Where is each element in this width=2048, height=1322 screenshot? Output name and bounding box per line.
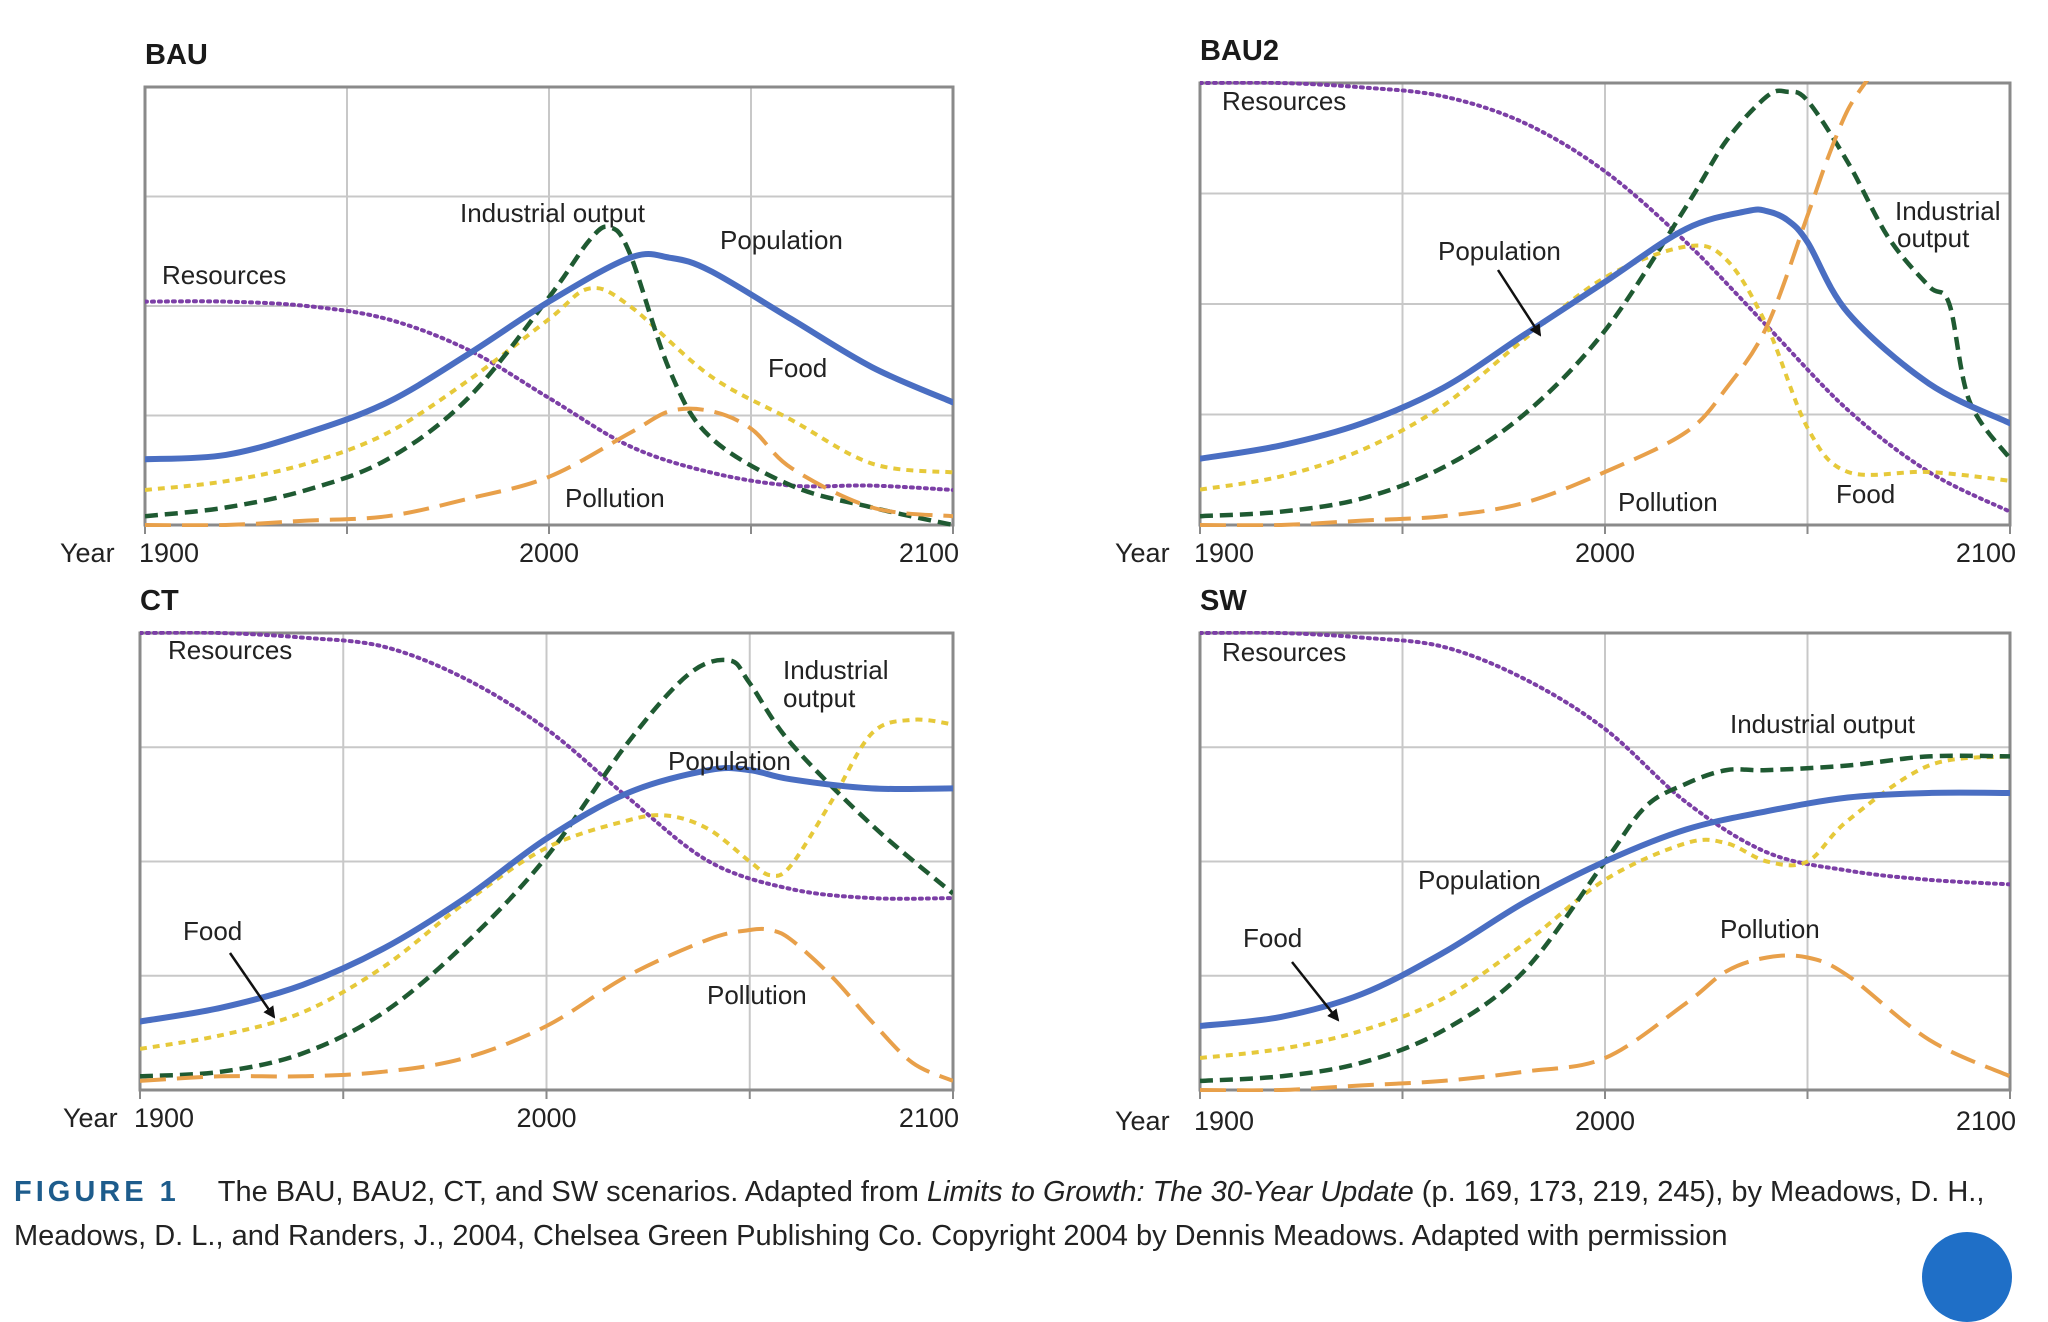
series-label-food: Food bbox=[768, 353, 827, 383]
series-line-pollution bbox=[1200, 953, 2010, 1092]
series-label-industrial: Industrial bbox=[783, 655, 889, 685]
panel-bau2: BAU2 Year 1900 2000 2100 Resources Industrialo… bbox=[1115, 35, 2016, 568]
panel-sw: SW Year 1900 2000 2100 Resources Industrial ou… bbox=[1115, 585, 2016, 1136]
series-label-resources: Resources bbox=[168, 635, 292, 665]
x-tick-label: 1900 bbox=[1194, 1106, 1254, 1136]
series-label-resources: Resources bbox=[1222, 86, 1346, 116]
caption-text-after: (p. 169, 173, 219, 245), by Meadows, D. … bbox=[14, 1176, 1985, 1252]
series-line-resources bbox=[1200, 631, 2010, 887]
series-label-food: Food bbox=[1243, 923, 1302, 953]
series-line-population bbox=[1200, 206, 2010, 462]
series-label-industrial: Industrial output bbox=[1730, 709, 1916, 739]
series-label-industrial: Industrial bbox=[1895, 196, 2001, 226]
x-tick-label: 1900 bbox=[134, 1103, 194, 1133]
series-line-resources bbox=[145, 299, 953, 492]
series-line-pollution bbox=[145, 406, 953, 527]
series-label-resources: Resources bbox=[1222, 637, 1346, 667]
series-line-industrial bbox=[1200, 88, 2010, 519]
series-line-food bbox=[1200, 243, 2010, 492]
x-tick-label: 2100 bbox=[899, 1103, 959, 1133]
series-label-resources: Resources bbox=[162, 260, 286, 290]
panel-title: BAU2 bbox=[1200, 35, 1279, 67]
series-line-food bbox=[1200, 754, 2010, 1060]
pointer-arrow-icon bbox=[1496, 269, 1542, 337]
series-line-food bbox=[145, 286, 953, 492]
series-line-pollution bbox=[1200, 81, 1870, 527]
series-line-industrial bbox=[140, 657, 953, 1079]
series-label-population: Population bbox=[1418, 865, 1541, 895]
series-line-industrial bbox=[145, 224, 953, 527]
series-label-pollution: Pollution bbox=[1720, 914, 1820, 944]
series-label-population: Population bbox=[1438, 236, 1561, 266]
x-tick-label: 2000 bbox=[519, 538, 579, 568]
x-tick-label: 2000 bbox=[1575, 538, 1635, 568]
x-tick-label: 2000 bbox=[516, 1103, 576, 1133]
x-axis-label: Year bbox=[63, 1103, 118, 1133]
series-line-population bbox=[145, 251, 953, 463]
plot-grid bbox=[140, 633, 953, 1090]
x-axis-label: Year bbox=[1115, 538, 1170, 568]
panel-bau: BAU Year 1900 2000 2100 Industrial output Popu… bbox=[60, 39, 959, 568]
series-line-population bbox=[1200, 789, 2010, 1029]
series-line-resources bbox=[140, 631, 953, 901]
series-group bbox=[145, 224, 953, 527]
pointer-arrow-icon bbox=[1291, 961, 1340, 1022]
plot-grid bbox=[1200, 83, 2010, 525]
corner-badge-icon bbox=[1922, 1232, 2012, 1322]
plot-grid bbox=[145, 87, 953, 525]
caption-book-title: Limits to Growth: The 30-Year Update bbox=[926, 1176, 1414, 1208]
series-line-population bbox=[140, 765, 953, 1025]
series-label-pollution: Pollution bbox=[1618, 487, 1718, 517]
x-tick-label: 1900 bbox=[1194, 538, 1254, 568]
x-tick-label: 2100 bbox=[1956, 1106, 2016, 1136]
series-label-industrial: output bbox=[783, 683, 856, 713]
series-line-pollution bbox=[140, 926, 953, 1083]
series-label-industrial: Industrial output bbox=[460, 198, 646, 228]
figure-caption: FIGURE 1 The BAU, BAU2, CT, and SW scenar… bbox=[14, 1170, 2034, 1258]
series-label-pollution: Pollution bbox=[565, 483, 665, 513]
series-label-population: Population bbox=[720, 225, 843, 255]
series-line-industrial bbox=[1200, 753, 2010, 1084]
series-group bbox=[140, 631, 953, 1083]
series-label-population: Population bbox=[668, 746, 791, 776]
series-label-industrial: output bbox=[1897, 223, 1970, 253]
x-tick-label: 1900 bbox=[139, 538, 199, 568]
series-label-pollution: Pollution bbox=[707, 980, 807, 1010]
figure-chart-grid: BAU Year 1900 2000 2100 Industrial output Popu… bbox=[60, 35, 2016, 1136]
panel-title: CT bbox=[140, 585, 179, 617]
x-axis-label: Year bbox=[1115, 1106, 1170, 1136]
panel-title: BAU bbox=[145, 39, 208, 71]
series-line-food bbox=[140, 717, 953, 1051]
panel-ct: CT Year 1900 2000 2100 Resources Industrialout… bbox=[63, 585, 959, 1133]
series-group bbox=[1200, 631, 2010, 1092]
series-label-food: Food bbox=[1836, 479, 1895, 509]
caption-text-before: The BAU, BAU2, CT, and SW scenarios. Ada… bbox=[217, 1176, 927, 1208]
series-group bbox=[1200, 81, 2010, 527]
series-label-food: Food bbox=[183, 916, 242, 946]
figure-label: FIGURE 1 bbox=[14, 1176, 180, 1208]
panel-title: SW bbox=[1200, 585, 1247, 617]
x-tick-label: 2000 bbox=[1575, 1106, 1635, 1136]
x-axis-label: Year bbox=[60, 538, 115, 568]
pointer-arrow-icon bbox=[228, 952, 276, 1019]
x-tick-label: 2100 bbox=[899, 538, 959, 568]
x-tick-label: 2100 bbox=[1956, 538, 2016, 568]
series-line-resources bbox=[1200, 81, 2010, 514]
